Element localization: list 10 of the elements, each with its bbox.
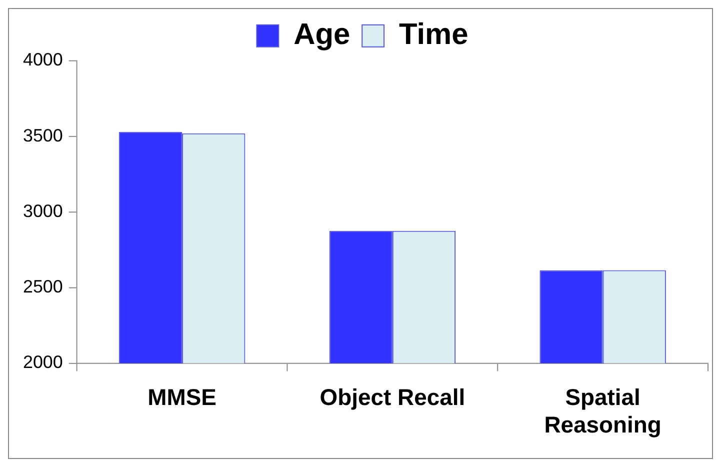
- legend-label: Time: [398, 18, 468, 52]
- y-tick-label: 2000: [22, 352, 63, 372]
- x-tick-label: Object Recall: [320, 384, 466, 410]
- y-tick-label: 4000: [22, 50, 63, 70]
- y-tick-label: 2500: [22, 276, 63, 297]
- x-tick-label: MMSE: [148, 384, 216, 410]
- y-tick-label: 3500: [22, 125, 63, 146]
- y-tick-label: 3000: [22, 200, 63, 221]
- legend-label: Age: [294, 18, 350, 52]
- x-tick-label: Spatial Reasoning: [544, 384, 662, 438]
